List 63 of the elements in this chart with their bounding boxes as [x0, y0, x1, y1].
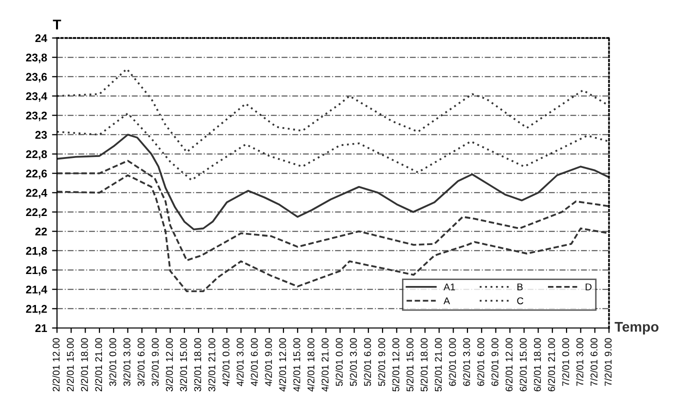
x-tick-label: 4/2/01 15.00 — [293, 338, 300, 392]
x-tick-label: 4/2/01 21.00 — [321, 338, 329, 392]
y-tick-label: 23 — [35, 130, 47, 139]
x-tick-label: 5/2/01 0.00 — [336, 338, 343, 386]
x-axis-title: Tempo — [614, 322, 658, 334]
x-tick-label: 5/2/01 3.00 — [350, 338, 357, 386]
x-tick-label: 3/2/01 0.00 — [109, 338, 116, 386]
x-tick-label: 3/2/01 3.00 — [123, 338, 130, 386]
x-tick-label: 5/2/01 12.00 — [392, 338, 400, 392]
legend-label: D — [586, 284, 592, 290]
x-tick-label: 2/2/01 15.00 — [66, 338, 74, 392]
x-tick-label: 6/2/01 3.00 — [462, 338, 470, 386]
x-tick-label: 5/2/01 6.00 — [364, 338, 371, 386]
x-tick-label: 3/2/01 18.00 — [194, 338, 202, 392]
x-tick-label: 3/2/01 15.00 — [180, 338, 187, 392]
x-tick-label: 2/2/01 18.00 — [80, 338, 88, 392]
x-tick-label: 5/2/01 9.00 — [378, 338, 386, 386]
x-tick-label: 6/2/01 12.00 — [505, 338, 513, 392]
legend-label: C — [517, 297, 524, 304]
x-tick-label: 6/2/01 18.00 — [534, 338, 541, 392]
x-tick-label: 5/2/01 15.00 — [406, 338, 414, 392]
x-tick-label: 4/2/01 3.00 — [236, 338, 244, 386]
x-tick-label: 6/2/01 0.00 — [448, 338, 456, 386]
y-tick-label: 21,4 — [26, 286, 48, 296]
x-tick-label: 6/2/01 9.00 — [491, 338, 498, 386]
y-tick-label: 21,6 — [26, 266, 47, 276]
y-tick-label: 22,6 — [26, 170, 47, 180]
y-tick-label: 24 — [35, 34, 48, 42]
x-tick-label: 3/2/01 9.00 — [152, 338, 159, 386]
x-tick-label: 7/2/01 0.00 — [562, 338, 570, 386]
x-tick-label: 2/2/01 12.00 — [52, 338, 60, 392]
x-tick-label: 6/2/01 15.00 — [520, 338, 527, 392]
y-tick-label: 22,2 — [26, 208, 47, 218]
y-tick-label: 21,8 — [26, 246, 47, 256]
x-tick-label: 4/2/01 18.00 — [307, 338, 314, 392]
x-tick-label: 3/2/01 12.00 — [166, 338, 173, 392]
y-tick-label: 23,8 — [26, 54, 47, 64]
legend-label: B — [517, 284, 523, 290]
y-axis-title: T — [52, 20, 62, 30]
y-tick-label: 21,2 — [26, 304, 47, 314]
x-tick-label: 7/2/01 6.00 — [590, 338, 598, 386]
legend-label: A1 — [444, 284, 455, 290]
x-tick-label: 4/2/01 0.00 — [222, 338, 230, 386]
x-tick-label: 2/2/01 21.00 — [94, 338, 102, 392]
x-tick-label: 4/2/01 9.00 — [264, 338, 272, 386]
x-tick-label: 5/2/01 18.00 — [420, 338, 428, 392]
x-tick-label: 4/2/01 12.00 — [278, 338, 286, 392]
y-tick-label: 21 — [35, 324, 47, 332]
y-tick-label: 23,4 — [26, 92, 48, 102]
x-tick-label: 5/2/01 21.00 — [434, 338, 442, 392]
x-tick-label: 4/2/01 6.00 — [250, 338, 258, 386]
x-tick-label: 7/2/01 9.00 — [604, 338, 612, 386]
y-tick-label: 22 — [35, 228, 47, 236]
x-tick-label: 3/2/01 21.00 — [208, 338, 216, 392]
x-tick-label: 3/2/01 6.00 — [137, 338, 145, 386]
legend-label: A — [444, 297, 450, 304]
x-tick-label: 6/2/01 21.00 — [548, 338, 555, 392]
x-tick-label: 7/2/01 3.00 — [576, 338, 584, 386]
y-tick-label: 23,6 — [26, 72, 47, 82]
y-tick-label: 22,8 — [26, 150, 47, 160]
y-tick-label: 22,4 — [26, 188, 48, 198]
y-tick-label: 23,2 — [26, 112, 47, 122]
x-tick-label: 6/2/01 6.00 — [477, 338, 484, 386]
